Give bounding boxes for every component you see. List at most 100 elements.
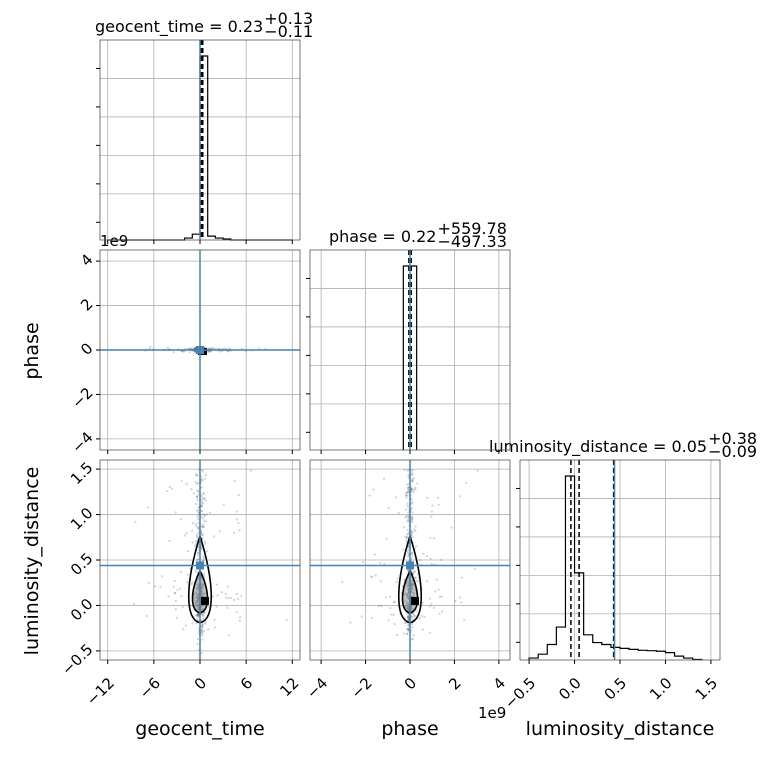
scatter-point <box>392 601 396 604</box>
scatter-point <box>421 601 424 604</box>
scatter-point <box>415 579 418 582</box>
scatter-point <box>202 519 206 522</box>
scatter-point <box>185 482 188 486</box>
scatter-point <box>201 502 205 505</box>
scatter-point <box>392 613 395 616</box>
scatter-point <box>172 585 175 588</box>
scatter-point <box>389 595 392 598</box>
title-geocent-time-minus: −0.11 <box>264 22 313 41</box>
scatter-point <box>361 561 365 564</box>
y-tick-label: 0 <box>77 339 96 358</box>
title-phase-plus: +559.78 <box>437 219 506 238</box>
scatter-point <box>463 618 466 621</box>
scatter-point <box>196 613 199 617</box>
scatter-point <box>196 571 199 574</box>
scatter-point <box>411 469 414 472</box>
scatter-point <box>412 570 415 574</box>
scatter-point <box>201 613 205 616</box>
scatter-point <box>203 525 206 529</box>
scatter-point <box>202 497 205 500</box>
scatter-point <box>201 622 204 625</box>
scatter-point <box>410 489 413 492</box>
scatter-point <box>407 473 410 477</box>
scatter-point <box>437 503 440 506</box>
scatter-point <box>197 551 200 555</box>
scatter-point <box>406 520 409 523</box>
scatter-point <box>393 623 396 626</box>
scatter-point <box>225 596 228 599</box>
scatter-point <box>438 612 441 615</box>
y-tick-label: 0.5 <box>67 549 97 579</box>
scatter-point <box>407 518 410 521</box>
hist-1d-luminosity_distance <box>528 475 703 661</box>
scatter-point <box>176 589 179 592</box>
scatter-point <box>476 469 479 473</box>
scatter-point <box>431 504 434 507</box>
scatter-point <box>238 619 241 622</box>
scatter-point <box>389 606 392 610</box>
scatter-point <box>395 580 398 584</box>
scatter-point <box>202 614 205 618</box>
panel-phase <box>306 249 511 454</box>
scatter-point <box>197 518 200 521</box>
scatter-point <box>414 545 418 548</box>
scatter-point <box>194 350 197 353</box>
scatter-point <box>166 490 169 493</box>
scatter-point <box>410 490 413 493</box>
scatter-point <box>213 618 216 621</box>
scatter-point <box>411 531 414 534</box>
scatter-point <box>134 520 137 523</box>
scatter-point <box>186 549 190 553</box>
y-tick-label: 0.0 <box>67 595 97 625</box>
scatter-point <box>383 562 386 565</box>
scatter-point <box>195 534 199 537</box>
scatter-point <box>414 615 417 618</box>
scatter-point <box>423 615 426 619</box>
scatter-point <box>201 526 204 529</box>
scatter-point <box>196 532 200 535</box>
scatter-point <box>212 535 216 538</box>
scatter-point <box>410 472 413 475</box>
scatter-point <box>191 541 194 544</box>
scatter-point <box>411 478 414 481</box>
scatter-point <box>202 630 205 633</box>
scatter-point <box>412 490 415 494</box>
scatter-point <box>393 600 396 603</box>
scatter-point <box>411 618 414 621</box>
scatter-point <box>236 597 240 601</box>
scatter-point <box>428 597 432 600</box>
scatter-point <box>382 477 386 480</box>
scatter-point <box>436 496 439 499</box>
scatter-point <box>205 513 209 516</box>
scatter-point <box>166 346 169 349</box>
scatter-point <box>406 628 409 631</box>
scatter-point <box>414 525 417 528</box>
truth-marker <box>406 561 414 570</box>
scatter-point <box>196 515 199 518</box>
scatter-point <box>196 613 200 616</box>
scatter-point <box>193 347 196 350</box>
scatter-point <box>229 596 233 599</box>
scatter-point <box>201 470 205 473</box>
scatter-point <box>430 562 433 566</box>
scatter-point <box>249 469 253 472</box>
scatter-point <box>201 525 205 528</box>
scatter-point <box>200 625 203 628</box>
scatter-point <box>379 580 382 583</box>
scatter-point <box>195 495 198 498</box>
scatter-point <box>195 509 199 512</box>
scatter-point <box>397 512 400 515</box>
scatter-point <box>403 622 407 625</box>
scatter-point <box>202 617 205 621</box>
scatter-point <box>216 594 219 597</box>
scatter-point <box>237 493 240 497</box>
scatter-point <box>207 350 211 353</box>
scatter-point <box>147 506 150 509</box>
scatter-point <box>201 497 204 500</box>
scatter-point <box>203 515 206 518</box>
scatter-point <box>201 516 204 519</box>
scatter-point <box>403 468 406 472</box>
scatter-point <box>200 501 204 504</box>
scatter-point <box>406 469 409 472</box>
panel-geocent_time-vs-phase: −4 −2 0 2 4 <box>68 249 301 457</box>
